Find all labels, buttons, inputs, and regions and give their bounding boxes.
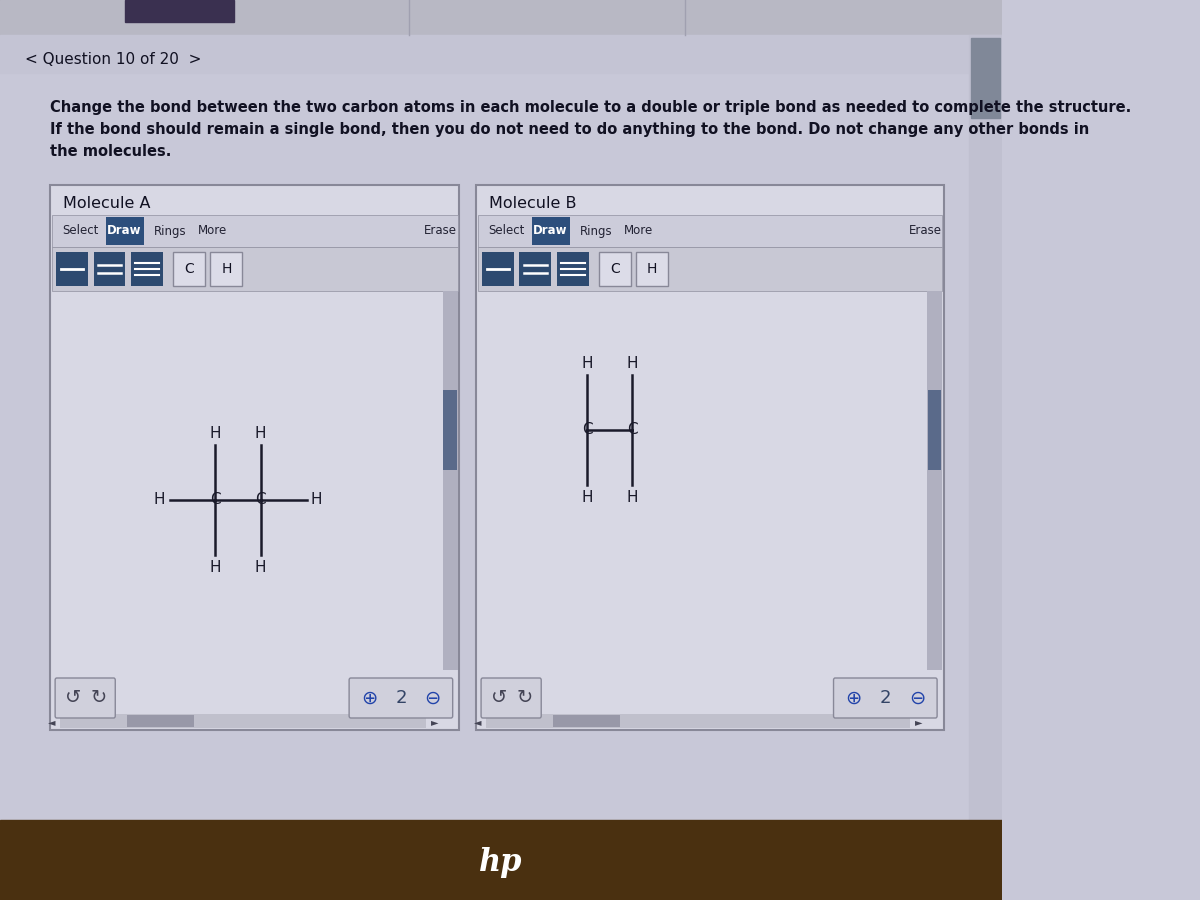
Bar [52,247,457,291]
Text: the molecules.: the molecules. [50,144,172,159]
FancyBboxPatch shape [55,678,115,718]
Bar [476,185,943,730]
Text: C: C [610,262,619,276]
Bar [0,35,1002,73]
Text: ◄: ◄ [48,717,55,727]
Text: Erase: Erase [908,224,942,238]
Text: ↻: ↻ [516,688,533,707]
Bar [482,252,514,286]
Bar [968,35,1002,865]
Text: < Question 10 of 20  >: < Question 10 of 20 > [25,51,202,67]
Bar [486,714,911,728]
Text: Rings: Rings [154,224,186,238]
FancyBboxPatch shape [834,678,937,718]
Bar [127,715,193,727]
FancyBboxPatch shape [349,678,452,718]
Text: ⊕: ⊕ [361,688,377,707]
Text: ►: ► [914,717,923,727]
Bar [928,390,941,470]
Text: ⊕: ⊕ [845,688,862,707]
Text: H: H [254,560,266,574]
Bar [52,215,457,247]
Text: ⊖: ⊖ [908,688,925,707]
Text: C: C [256,492,266,508]
Text: H: H [582,490,593,505]
Bar [210,252,242,286]
Bar [478,247,942,291]
Bar [94,252,125,286]
Text: More: More [624,224,653,238]
Text: H: H [254,426,266,440]
Text: ↺: ↺ [65,688,82,707]
Bar [56,252,88,286]
Text: ↺: ↺ [491,688,508,707]
Text: Select: Select [487,224,524,238]
Text: ⊖: ⊖ [425,688,440,707]
Text: H: H [210,426,221,440]
Text: Change the bond between the two carbon atoms in each molecule to a double or tri: Change the bond between the two carbon a… [50,100,1132,115]
Text: If the bond should remain a single bond, then you do not need to do anything to : If the bond should remain a single bond,… [50,122,1090,137]
Bar [444,390,457,470]
Bar [599,252,630,286]
Text: H: H [582,356,593,371]
Text: 2: 2 [395,689,407,707]
Text: Molecule B: Molecule B [488,195,576,211]
Bar [60,714,426,728]
Text: Draw: Draw [107,224,142,238]
Bar [557,252,589,286]
Text: ►: ► [431,717,438,727]
Text: C: C [184,262,193,276]
Bar [0,820,1002,900]
Bar [636,252,668,286]
Text: H: H [626,356,638,371]
Text: More: More [198,224,227,238]
Bar [443,291,457,670]
Text: H: H [647,262,658,276]
Text: Draw: Draw [533,224,568,238]
Bar [478,215,942,247]
Bar [971,38,1000,118]
Bar [131,252,163,286]
Bar [520,252,551,286]
Bar [173,252,205,286]
FancyBboxPatch shape [481,678,541,718]
Text: ◄: ◄ [474,717,481,727]
Bar [532,217,570,245]
Text: H: H [311,492,323,508]
Text: C: C [626,422,637,437]
Bar [106,217,144,245]
Text: H: H [154,492,166,508]
Bar [50,185,460,730]
Text: C: C [582,422,593,437]
Text: H: H [210,560,221,574]
Text: 2: 2 [880,689,892,707]
Bar [0,73,968,833]
Text: hp: hp [479,847,523,878]
Text: Molecule A: Molecule A [62,195,150,211]
Bar [0,0,1002,18]
Text: Erase: Erase [425,224,457,238]
Text: Select: Select [62,224,98,238]
Text: C: C [210,492,221,508]
Text: H: H [221,262,232,276]
Bar [125,0,234,22]
Bar [553,715,619,727]
Text: H: H [626,490,638,505]
Text: ↻: ↻ [90,688,107,707]
Bar [0,0,1002,35]
Text: Rings: Rings [580,224,612,238]
Bar [928,291,942,670]
